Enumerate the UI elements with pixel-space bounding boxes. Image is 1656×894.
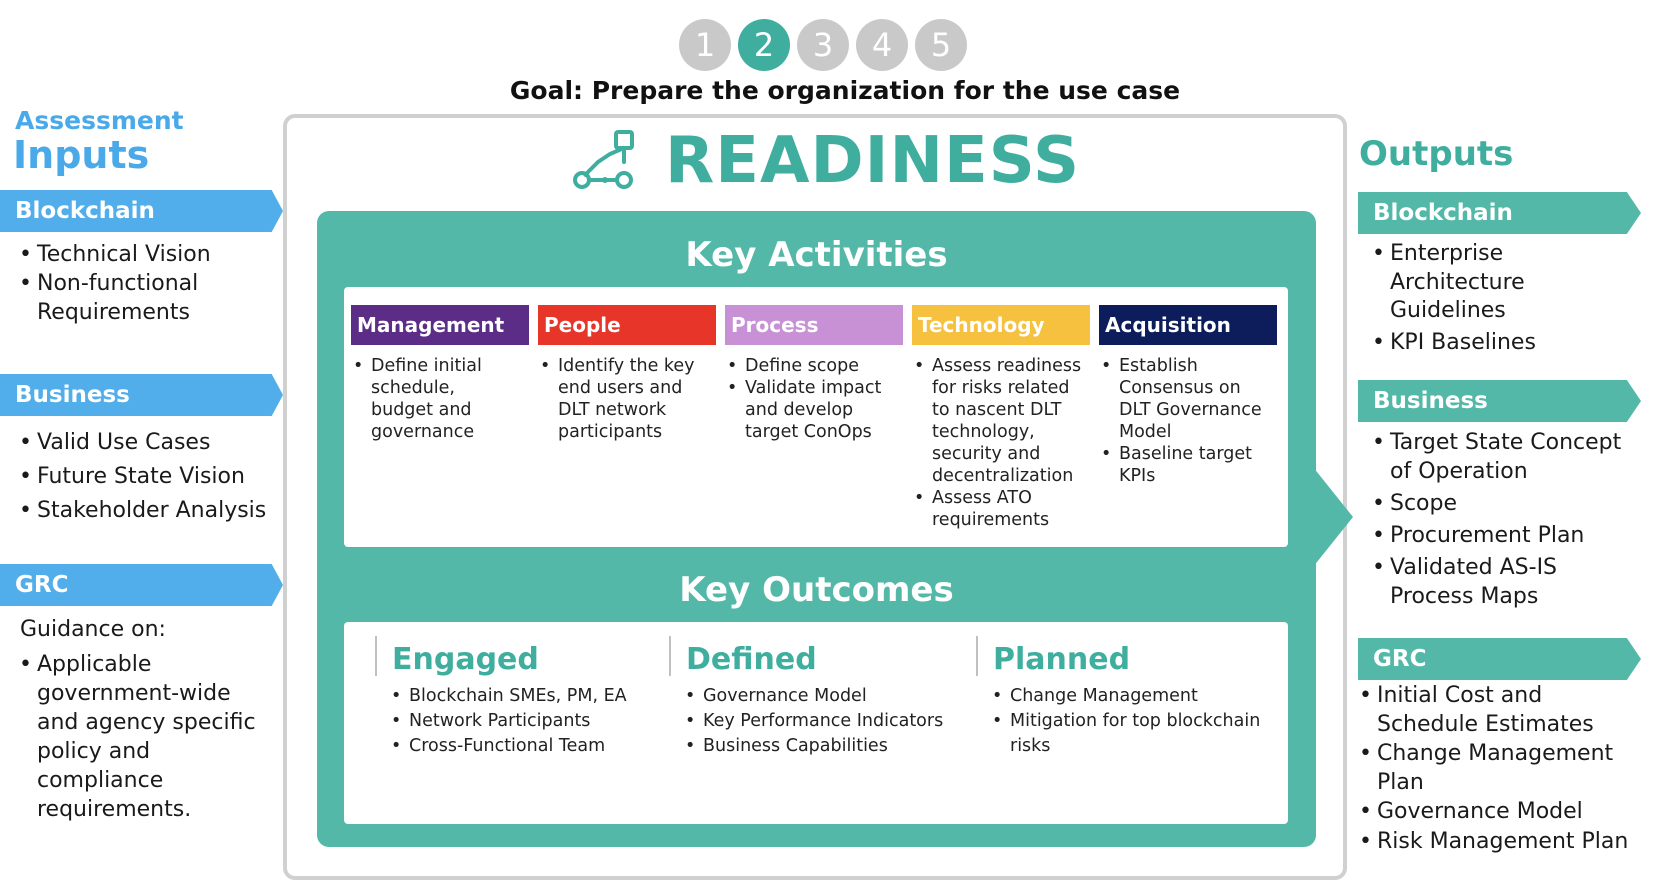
key-outcomes-title: Key Outcomes	[679, 570, 954, 610]
category-header-technology: Technology	[912, 305, 1090, 345]
outputs-title: Outputs	[1359, 134, 1514, 174]
inputs-business-label: Business	[15, 382, 130, 408]
outcome-title-engaged: Engaged	[392, 642, 539, 677]
list-item: Change Management	[990, 684, 1280, 709]
outputs-business-label: Business	[1373, 388, 1488, 414]
outputs-grc-list: Initial Cost and Schedule EstimatesChang…	[1357, 682, 1647, 857]
list-item: Assess readiness for risks related to na…	[912, 355, 1082, 487]
inputs-blockchain-list: Technical VisionNon-functional Requireme…	[17, 240, 277, 327]
list-item: Establish Consensus on DLT Governance Mo…	[1099, 355, 1269, 443]
category-items-management: Define initial schedule, budget and gove…	[351, 355, 521, 443]
list-item: KPI Baselines	[1370, 329, 1640, 358]
outputs-business-list: Target State Concept of Operation Scope Pr…	[1370, 428, 1646, 614]
key-activities-title: Key Activities	[685, 235, 948, 275]
outputs-grc-label: GRC	[1373, 646, 1427, 672]
list-item: Validated AS-IS Process Maps	[1370, 553, 1646, 611]
list-item: Cross-Functional Team	[389, 734, 659, 759]
list-item: Future State Vision	[17, 460, 279, 494]
inputs-grc-intro: Guidance on:	[20, 617, 166, 642]
inputs-title-line1: Assessment	[15, 106, 184, 135]
step-4: 4	[856, 19, 908, 71]
category-items-people: Identify the key end users and DLT netwo…	[538, 355, 708, 443]
inputs-title-line2: Inputs	[13, 133, 150, 177]
list-item: Governance Model	[683, 684, 963, 709]
category-header-process: Process	[725, 305, 903, 345]
step-1: 1	[679, 19, 731, 71]
list-item: Governance Model	[1357, 798, 1647, 827]
list-item: Business Capabilities	[683, 734, 963, 759]
step-3: 3	[797, 19, 849, 71]
outcome-title-planned: Planned	[993, 642, 1131, 677]
outcome-items-defined: Governance ModelKey Performance Indicato…	[683, 684, 963, 759]
outputs-blockchain-banner: Blockchain	[1358, 192, 1641, 234]
category-header-people: People	[538, 305, 716, 345]
list-item: Blockchain SMEs, PM, EA	[389, 684, 659, 709]
list-item: Enterprise Architecture Guidelines	[1370, 240, 1640, 326]
list-item: Mitigation for top blockchain risks	[990, 709, 1280, 759]
list-item: Non-functional Requirements	[17, 269, 277, 327]
inputs-grc-list: Applicable government-wide and agency sp…	[17, 650, 257, 824]
list-item: Network Participants	[389, 709, 659, 734]
list-item: Target State Concept of Operation	[1370, 428, 1646, 486]
inputs-blockchain-banner: Blockchain	[0, 190, 283, 232]
list-item: Assess ATO requirements	[912, 487, 1082, 531]
outcome-divider	[669, 636, 671, 676]
list-item: Identify the key end users and DLT netwo…	[538, 355, 708, 443]
workflow-icon	[573, 130, 634, 189]
outputs-blockchain-list: Enterprise Architecture Guidelines KPI Ba…	[1370, 240, 1640, 360]
outcome-items-planned: Change ManagementMitigation for top bloc…	[990, 684, 1280, 759]
category-header-acquisition: Acquisition	[1099, 305, 1277, 345]
list-item: Change Management Plan	[1357, 740, 1647, 797]
outcome-divider	[375, 636, 377, 676]
page-title: READINESS	[665, 124, 1081, 198]
outcome-items-engaged: Blockchain SMEs, PM, EANetwork Participa…	[389, 684, 659, 759]
list-item: Technical Vision	[17, 240, 277, 269]
category-items-acquisition: Establish Consensus on DLT Governance Mo…	[1099, 355, 1269, 487]
list-item: Applicable government-wide and agency sp…	[17, 650, 257, 824]
inputs-blockchain-label: Blockchain	[15, 198, 155, 224]
list-item: Validate impact and develop target ConOp…	[725, 377, 895, 443]
category-items-technology: Assess readiness for risks related to na…	[912, 355, 1082, 531]
category-header-management: Management	[351, 305, 529, 345]
list-item: Valid Use Cases	[17, 426, 279, 460]
list-item: Key Performance Indicators	[683, 709, 963, 734]
category-items-process: Define scopeValidate impact and develop …	[725, 355, 895, 443]
inputs-grc-label: GRC	[15, 572, 69, 598]
goal-text: Goal: Prepare the organization for the u…	[509, 76, 1181, 105]
inputs-business-list: Valid Use CasesFuture State VisionStakeh…	[17, 426, 279, 528]
list-item: Procurement Plan	[1370, 521, 1646, 550]
list-item: Initial Cost and Schedule Estimates	[1357, 682, 1647, 739]
inputs-grc-banner: GRC	[0, 564, 283, 606]
outcome-title-defined: Defined	[686, 642, 817, 677]
outputs-business-banner: Business	[1358, 380, 1641, 422]
list-item: Baseline target KPIs	[1099, 443, 1269, 487]
list-item: Define initial schedule, budget and gove…	[351, 355, 521, 443]
outputs-blockchain-label: Blockchain	[1373, 200, 1513, 226]
inputs-business-banner: Business	[0, 374, 283, 416]
outputs-grc-banner: GRC	[1358, 638, 1641, 680]
step-5: 5	[915, 19, 967, 71]
outcome-divider	[976, 636, 978, 676]
list-item: Scope	[1370, 489, 1646, 518]
list-item: Risk Management Plan	[1357, 828, 1647, 857]
step-2: 2	[738, 19, 790, 71]
list-item: Define scope	[725, 355, 895, 377]
list-item: Stakeholder Analysis	[17, 494, 279, 528]
